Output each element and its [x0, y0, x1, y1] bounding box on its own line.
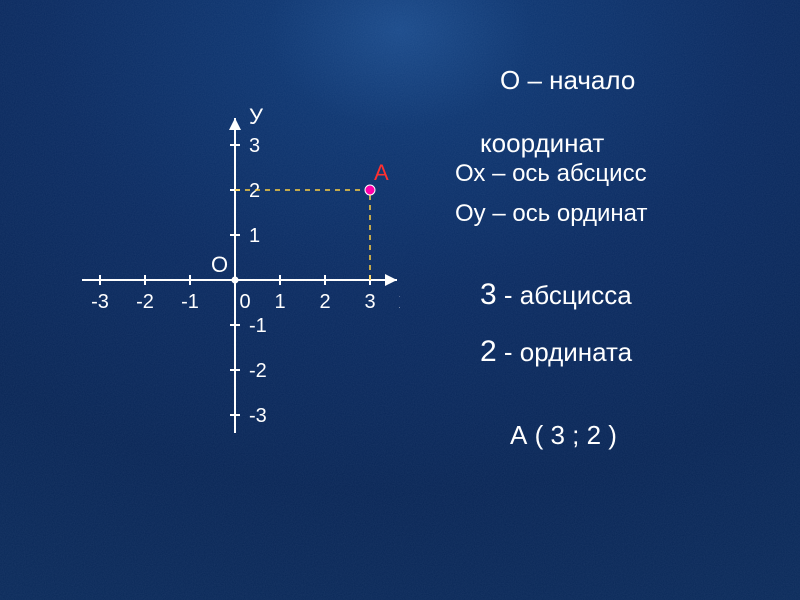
- svg-text:1: 1: [274, 291, 285, 313]
- abscissa-line: 3 - абсцисса: [480, 278, 632, 312]
- svg-text:x: x: [399, 288, 400, 313]
- svg-text:-2: -2: [136, 291, 154, 313]
- svg-text:-3: -3: [91, 291, 109, 313]
- svg-text:-2: -2: [249, 360, 267, 382]
- ordinate-value: 2: [480, 335, 497, 368]
- svg-text:О: О: [211, 252, 228, 277]
- svg-text:2: 2: [249, 180, 260, 202]
- svg-text:3: 3: [364, 291, 375, 313]
- svg-text:0: 0: [239, 291, 250, 313]
- ordinate-line: 2 - ордината: [480, 335, 632, 369]
- ordinate-label: - ордината: [497, 337, 632, 367]
- svg-text:-1: -1: [181, 291, 199, 313]
- axis-ox-description: Ох – ось абсцисс: [455, 160, 647, 188]
- svg-text:3: 3: [249, 135, 260, 157]
- title-line-2: координат: [480, 128, 604, 159]
- point-coordinates: А ( 3 ; 2 ): [510, 420, 617, 451]
- title-line-1: О – начало: [500, 65, 635, 96]
- svg-text:-1: -1: [249, 315, 267, 337]
- svg-text:1: 1: [249, 225, 260, 247]
- coordinate-plane: -3-2-10123x123-1-2-3УОА: [40, 60, 400, 500]
- svg-text:А: А: [374, 160, 389, 185]
- abscissa-value: 3: [480, 278, 497, 311]
- svg-text:У: У: [249, 104, 264, 129]
- abscissa-label: - абсцисса: [497, 280, 632, 310]
- svg-text:2: 2: [319, 291, 330, 313]
- axis-oy-description: Оу – ось ординат: [455, 200, 648, 228]
- svg-text:-3: -3: [249, 405, 267, 427]
